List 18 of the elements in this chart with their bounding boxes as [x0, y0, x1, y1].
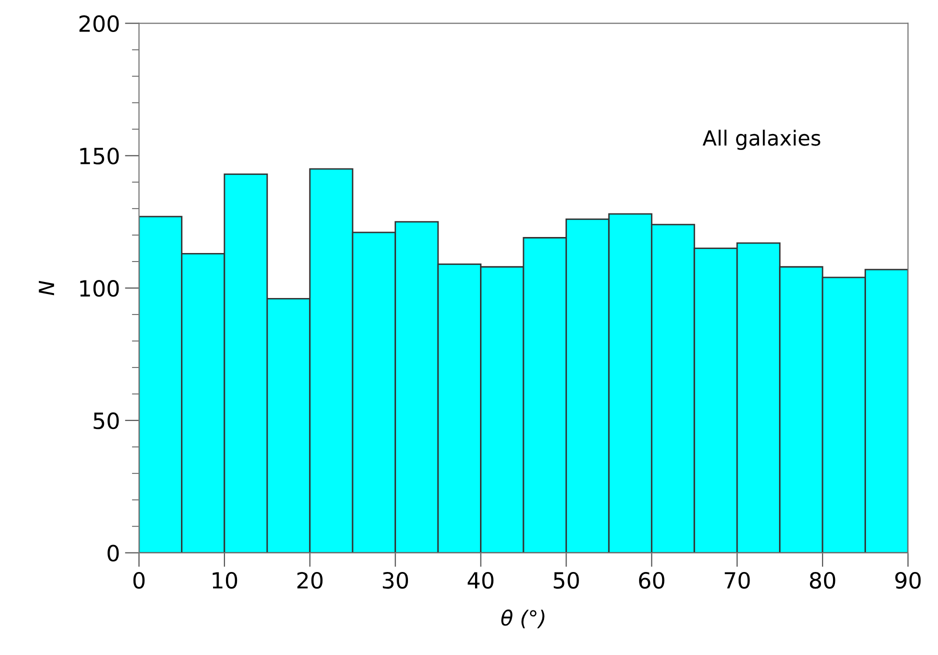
x-tick-label: 70	[724, 572, 750, 589]
y-tick-label: 0	[108, 544, 119, 562]
y-axis-title: N	[38, 280, 54, 296]
y-tick-label: 150	[80, 148, 119, 164]
x-tick-label: 60	[639, 572, 664, 589]
y-tick-label: 50	[94, 412, 119, 430]
x-tick-label: 10	[212, 572, 238, 589]
y-tick-label: 100	[80, 280, 119, 297]
annotation: All galaxies	[702, 130, 820, 150]
y-tick-label: 200	[79, 15, 119, 32]
x-tick-label: 90	[895, 572, 921, 589]
x-tick-label: 40	[468, 572, 494, 589]
x-tick-label: 0	[133, 572, 145, 589]
x-tick-label: 30	[382, 572, 408, 589]
x-tick-label: 50	[554, 572, 579, 589]
x-axis-title: θ (°)	[501, 610, 544, 628]
x-tick-label: 20	[297, 572, 323, 589]
x-tick-label: 80	[810, 572, 836, 589]
